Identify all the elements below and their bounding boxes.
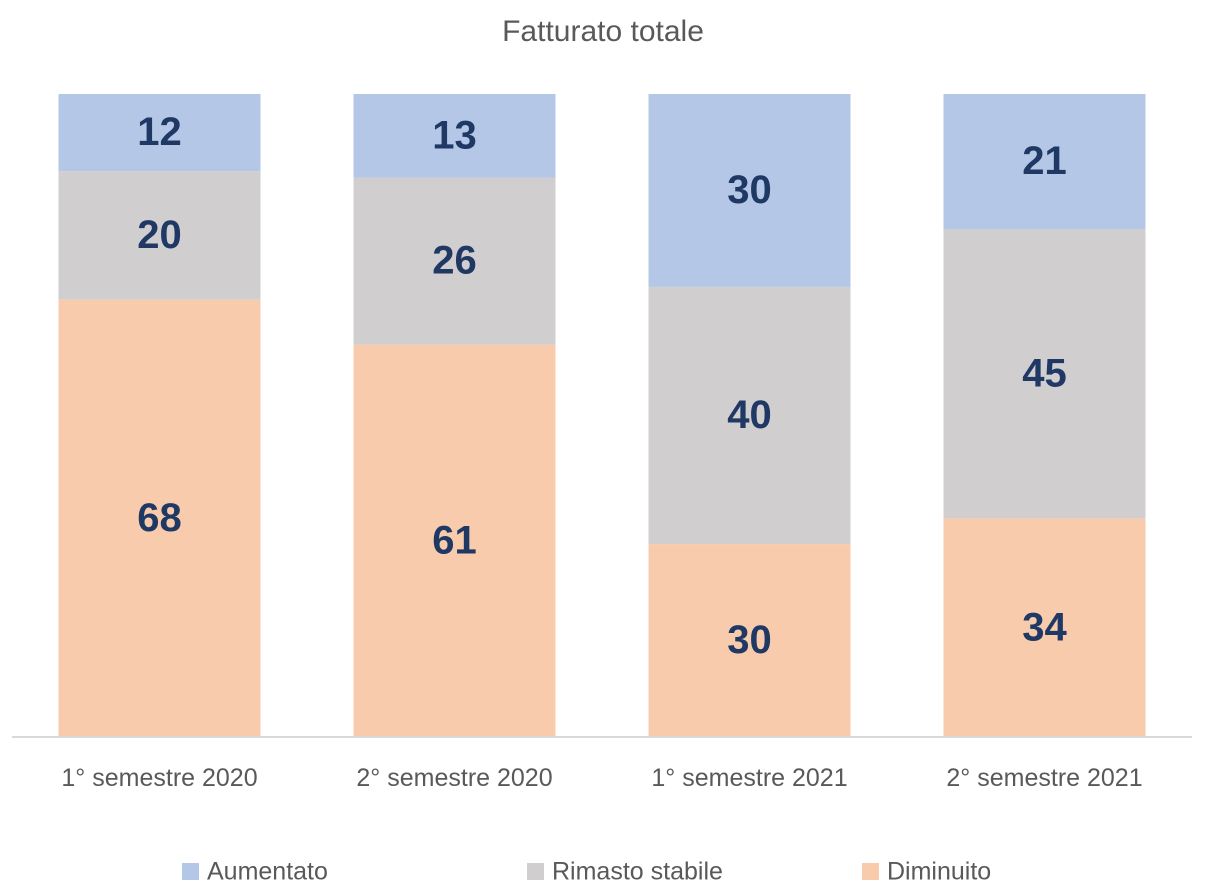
data-label: 26 [432, 239, 477, 283]
x-tick-label: 2° semestre 2021 [946, 764, 1143, 792]
bar-segment [58, 171, 261, 300]
x-tick-label: 1° semestre 2020 [61, 764, 258, 792]
legend-label: Diminuito [887, 858, 991, 886]
data-label: 68 [137, 496, 182, 540]
legend-swatch [862, 863, 879, 880]
x-tick-label: 2° semestre 2020 [356, 764, 553, 792]
bar-segment [943, 94, 1146, 230]
data-label: 30 [727, 168, 772, 212]
bar-segment [648, 544, 851, 737]
legend-label: Aumentato [207, 858, 328, 886]
data-label: 21 [1022, 139, 1067, 183]
legend-swatch [182, 863, 199, 880]
data-label: 34 [1022, 605, 1067, 649]
bar-segment [943, 229, 1146, 519]
bar-segment [648, 286, 851, 545]
bar-segment [648, 94, 851, 287]
chart-title: Fatturato totale [502, 15, 704, 48]
data-label: 45 [1022, 351, 1067, 395]
x-tick-label: 1° semestre 2021 [651, 764, 848, 792]
legend-swatch [527, 863, 544, 880]
bar-segment [943, 518, 1146, 737]
bar-segment [58, 299, 261, 737]
bar-segment [353, 177, 556, 345]
data-label: 12 [137, 110, 182, 154]
data-label: 20 [137, 213, 182, 257]
bar-segment [353, 94, 556, 178]
legend-label: Rimasto stabile [552, 858, 723, 886]
data-label: 13 [432, 113, 477, 157]
bar-segment [58, 94, 261, 172]
data-label: 30 [727, 618, 772, 662]
data-label: 61 [432, 518, 477, 562]
bar-segment [353, 344, 556, 737]
data-label: 40 [727, 393, 772, 437]
